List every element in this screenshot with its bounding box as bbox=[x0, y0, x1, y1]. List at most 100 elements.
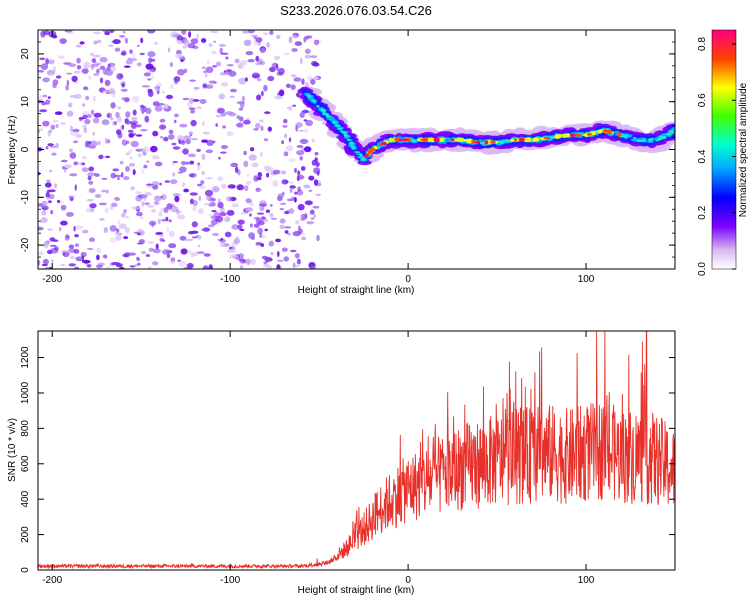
noise-speckle bbox=[315, 193, 322, 196]
noise-speckle bbox=[197, 244, 201, 248]
noise-speckle bbox=[76, 65, 82, 70]
noise-speckle bbox=[286, 107, 290, 110]
noise-speckle bbox=[188, 107, 196, 111]
top-y-tick-label: -10 bbox=[20, 190, 31, 205]
signal-track-blob bbox=[649, 138, 653, 140]
noise-speckle bbox=[66, 72, 73, 75]
noise-speckle bbox=[46, 179, 51, 183]
noise-speckle bbox=[141, 250, 146, 255]
noise-speckle bbox=[118, 223, 127, 229]
noise-speckle bbox=[297, 170, 301, 176]
noise-speckle bbox=[275, 238, 282, 243]
noise-speckle bbox=[207, 224, 215, 228]
noise-speckle bbox=[216, 107, 226, 114]
signal-track-layer bbox=[297, 86, 675, 166]
noise-speckle bbox=[169, 260, 176, 264]
noise-speckle bbox=[122, 138, 127, 144]
noise-speckle bbox=[123, 209, 127, 214]
noise-speckle bbox=[41, 205, 49, 211]
snr-series-line bbox=[38, 331, 675, 570]
noise-speckle bbox=[196, 163, 201, 171]
signal-hotspot bbox=[458, 138, 465, 142]
noise-speckle bbox=[280, 170, 287, 175]
noise-speckle bbox=[48, 200, 52, 204]
noise-speckle bbox=[104, 31, 111, 36]
noise-speckle bbox=[152, 101, 160, 107]
noise-speckle bbox=[225, 111, 234, 115]
noise-speckle bbox=[278, 89, 285, 97]
noise-speckle bbox=[159, 238, 164, 242]
noise-speckle bbox=[63, 170, 67, 173]
noise-speckle bbox=[218, 208, 226, 212]
noise-speckle bbox=[288, 181, 294, 184]
noise-speckle bbox=[40, 63, 49, 70]
signal-track-blob bbox=[500, 141, 504, 145]
noise-speckle bbox=[291, 196, 297, 200]
noise-speckle bbox=[96, 247, 101, 254]
noise-speckle bbox=[236, 184, 244, 191]
signal-hotspot bbox=[575, 133, 582, 137]
noise-speckle bbox=[78, 116, 83, 122]
noise-speckle bbox=[130, 140, 139, 148]
noise-speckle bbox=[231, 224, 240, 230]
noise-speckle bbox=[226, 209, 235, 216]
noise-speckle bbox=[48, 59, 55, 65]
noise-speckle bbox=[109, 206, 114, 210]
noise-speckle bbox=[257, 60, 262, 65]
noise-speckle bbox=[204, 189, 214, 197]
noise-speckle bbox=[292, 262, 296, 268]
noise-speckle bbox=[264, 165, 271, 172]
noise-speckle bbox=[131, 95, 140, 103]
noise-speckle bbox=[242, 30, 250, 34]
noise-speckle bbox=[303, 36, 307, 43]
signal-track-blob bbox=[312, 99, 315, 102]
noise-speckle bbox=[110, 117, 114, 121]
signal-hotspot bbox=[388, 137, 393, 143]
noise-speckle bbox=[312, 62, 320, 67]
noise-speckle bbox=[253, 216, 260, 220]
noise-speckle bbox=[268, 240, 274, 247]
noise-speckle bbox=[137, 227, 142, 234]
noise-speckle bbox=[263, 138, 269, 142]
noise-speckle bbox=[112, 121, 117, 126]
noise-speckle bbox=[92, 54, 101, 58]
noise-speckle bbox=[90, 109, 95, 115]
figure-title: S233.2026.076.03.54.C26 bbox=[280, 3, 432, 18]
noise-speckle bbox=[99, 218, 105, 221]
noise-speckle bbox=[117, 220, 121, 225]
noise-speckle bbox=[288, 105, 293, 112]
noise-speckle bbox=[121, 97, 128, 101]
noise-speckle bbox=[54, 246, 59, 251]
noise-speckle bbox=[166, 203, 173, 210]
noise-speckle bbox=[253, 36, 257, 39]
noise-speckle bbox=[283, 118, 288, 124]
noise-speckle bbox=[245, 207, 254, 213]
noise-speckle bbox=[251, 162, 259, 168]
noise-speckle bbox=[48, 193, 55, 200]
bottom-x-axis-label: Height of straight line (km) bbox=[298, 585, 415, 596]
noise-speckle bbox=[248, 232, 256, 239]
noise-speckle bbox=[268, 258, 273, 261]
noise-speckle bbox=[83, 61, 91, 69]
noise-speckle bbox=[304, 146, 312, 153]
signal-track-blob bbox=[671, 129, 675, 132]
noise-speckle bbox=[152, 184, 159, 190]
noise-speckle bbox=[301, 78, 305, 85]
noise-speckle bbox=[101, 189, 106, 193]
bottom-y-axis: 0 200 400 600 800 1000 1200 bbox=[20, 346, 675, 573]
noise-speckle bbox=[115, 232, 119, 236]
noise-speckle bbox=[159, 182, 162, 186]
noise-speckle bbox=[115, 234, 122, 241]
signal-hotspot bbox=[586, 132, 593, 136]
noise-speckle bbox=[125, 59, 133, 65]
noise-speckle bbox=[189, 198, 194, 205]
noise-speckle bbox=[197, 183, 202, 187]
noise-speckle bbox=[202, 131, 210, 135]
noise-speckle bbox=[195, 88, 198, 92]
noise-speckle bbox=[170, 31, 179, 39]
noise-speckle bbox=[237, 63, 244, 69]
noise-speckle bbox=[229, 88, 238, 93]
noise-speckle bbox=[55, 75, 62, 79]
noise-speckle bbox=[255, 55, 260, 62]
signal-track-blob bbox=[346, 138, 350, 141]
